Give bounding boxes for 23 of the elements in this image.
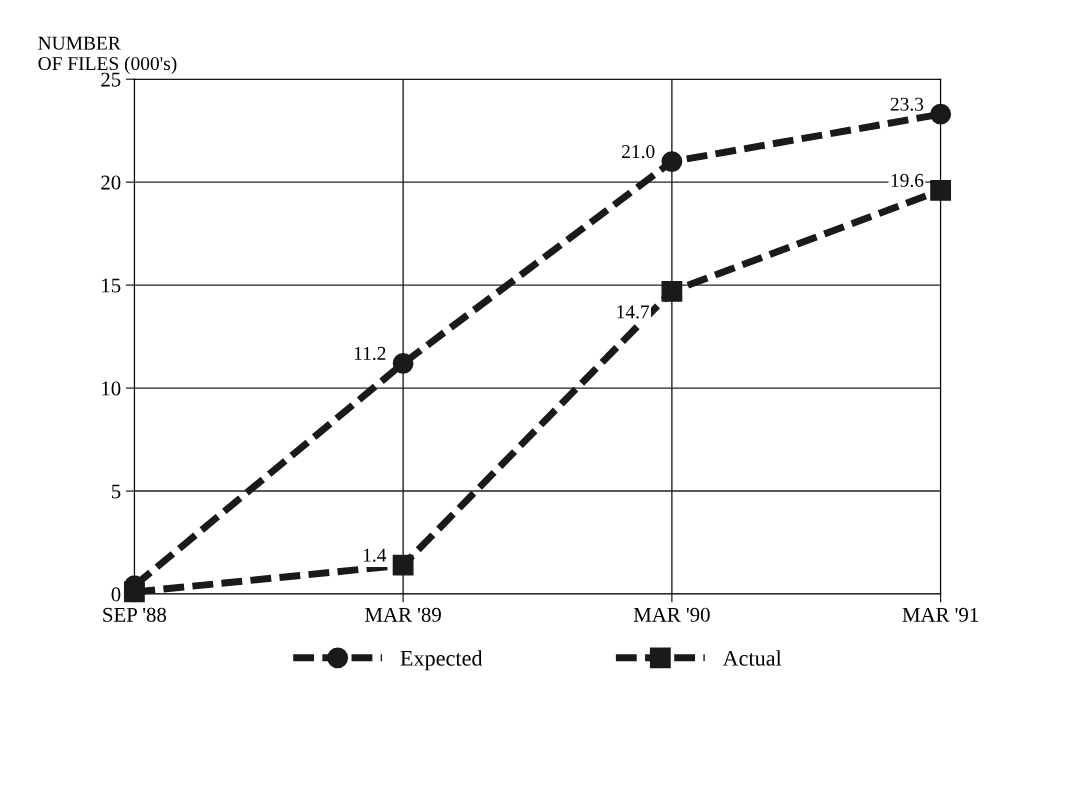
- point: [392, 352, 414, 374]
- y-tick-label: 10: [102, 381, 121, 396]
- legend-label: Actual: [722, 650, 782, 666]
- point: [930, 103, 952, 125]
- y-tick-label: 5: [111, 484, 121, 499]
- x-tick-label: SEP '88: [103, 607, 167, 622]
- y-tick-label: 15: [102, 278, 121, 293]
- data-label: 14.7: [617, 305, 650, 319]
- point: [661, 280, 683, 302]
- x-tick-label: MAR '89: [365, 607, 441, 622]
- data-label: 1.4: [363, 548, 387, 562]
- point: [930, 179, 952, 201]
- y-tick-label: 20: [101, 175, 121, 190]
- data-label: 19.6: [891, 173, 924, 188]
- x-tick-label: MAR '91: [902, 607, 978, 622]
- legend-label: Expected: [400, 650, 483, 671]
- point: [392, 554, 414, 576]
- y-tick-label: 0: [111, 587, 121, 602]
- point: [661, 151, 683, 172]
- data-label: 21.0: [622, 144, 655, 159]
- data-label: 23.3: [890, 97, 924, 111]
- x-tick-label: MAR '90: [633, 607, 710, 622]
- data-label: 11.2: [354, 346, 386, 360]
